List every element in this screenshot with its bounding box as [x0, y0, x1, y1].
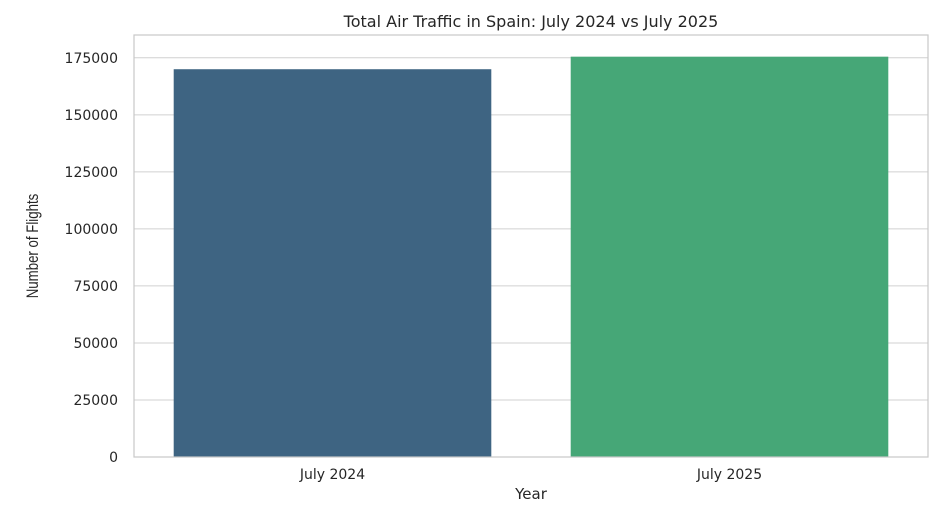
y-tick-label: 75000 — [73, 279, 118, 295]
x-tick-label: July 2024 — [299, 467, 365, 483]
y-axis-ticks: 0 25000 50000 75000 100000 125000 150000 175000 — [65, 51, 118, 466]
y-axis-label: Number of Flights — [24, 193, 43, 298]
x-tick-label: July 2025 — [696, 467, 762, 483]
x-axis-ticks: July 2024 July 2025 — [299, 467, 762, 483]
y-tick-label: 0 — [109, 450, 118, 466]
y-tick-label: 25000 — [73, 393, 118, 409]
chart-title: Total Air Traffic in Spain: July 2024 vs… — [343, 12, 719, 31]
x-axis-label: Year — [514, 485, 548, 503]
y-tick-label: 150000 — [65, 108, 118, 124]
bar-july-2024 — [173, 69, 492, 457]
y-tick-label: 125000 — [65, 165, 118, 181]
plot-frame — [133, 34, 929, 458]
y-tick-label: 100000 — [65, 222, 118, 238]
bars — [173, 56, 889, 458]
bar-july-2025 — [570, 56, 889, 458]
y-tick-label: 50000 — [73, 336, 118, 352]
y-tick-label: 175000 — [65, 51, 118, 67]
